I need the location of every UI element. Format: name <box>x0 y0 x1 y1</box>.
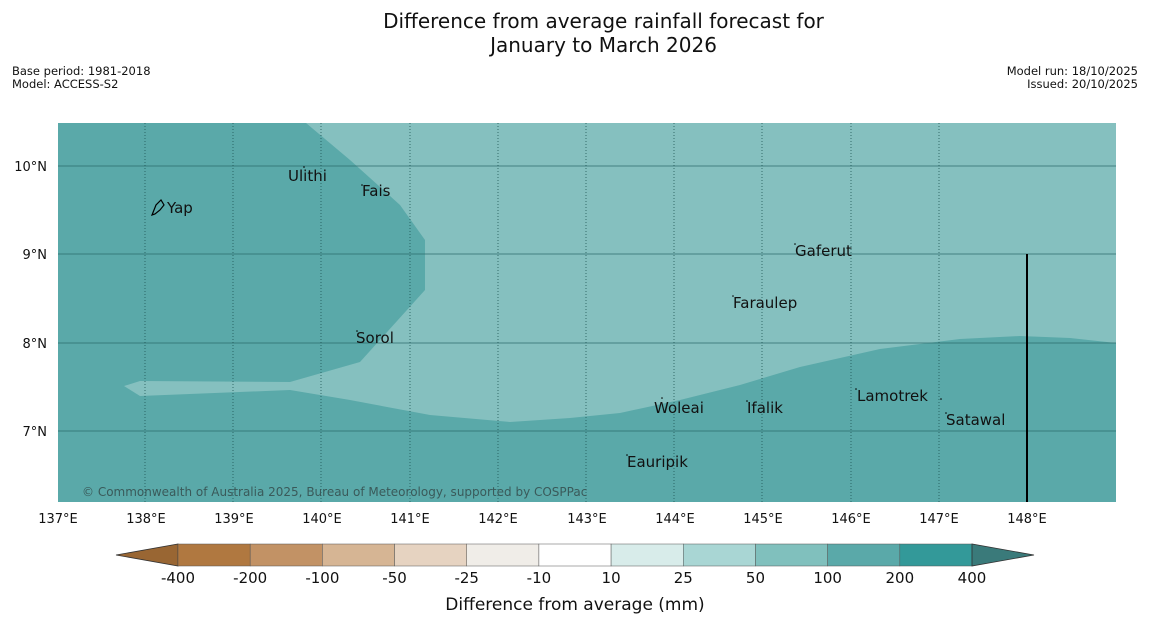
place-label-ulithi: Ulithi <box>288 167 327 185</box>
colorbar-segment <box>827 543 901 567</box>
rain-anomaly-50-100-region <box>124 123 1116 422</box>
sorol-marker <box>356 330 358 332</box>
lamotrek-marker <box>855 388 857 390</box>
place-label-ifalik: Ifalik <box>747 399 783 417</box>
lon-tick-145e: 145°E <box>743 512 783 527</box>
colorbar-tick-label: -25 <box>454 569 479 587</box>
title-line-1: Difference from average rainfall forecas… <box>383 9 824 33</box>
colorbar-tick-label: -400 <box>161 569 195 587</box>
faraulep-marker <box>732 295 734 297</box>
colorbar-segment <box>683 543 756 567</box>
place-label-sorol: Sorol <box>356 329 394 347</box>
ifalik-marker <box>746 400 748 402</box>
colorbar-tick-label: 100 <box>813 569 842 587</box>
colorbar-segment <box>899 543 973 567</box>
lat-tick-8n: 8°N <box>23 337 48 352</box>
colorbar-tick-label: 400 <box>958 569 987 587</box>
colorbar-extend-high <box>971 543 1035 567</box>
colorbar-segment <box>322 543 395 567</box>
lat-tick-10n: 10°N <box>14 160 47 175</box>
lon-tick-139e: 139°E <box>214 512 254 527</box>
colorbar-tick-label: -10 <box>527 569 552 587</box>
lon-tick-140e: 140°E <box>302 512 342 527</box>
metadata-right: Model run: 18/10/2025 Issued: 20/10/2025 <box>1007 65 1138 91</box>
metadata-left: Base period: 1981-2018 Model: ACCESS-S2 <box>12 65 151 91</box>
lon-tick-138e: 138°E <box>126 512 166 527</box>
island-markers <box>303 166 947 456</box>
woleai-marker <box>661 397 663 399</box>
lon-tick-148e: 148°E <box>1007 512 1047 527</box>
ulithi-marker <box>303 166 305 168</box>
lon-tick-137e: 137°E <box>38 512 78 527</box>
colorbar-segment <box>177 543 251 567</box>
colorbar-tick-label: 10 <box>602 569 621 587</box>
lon-tick-141e: 141°E <box>390 512 430 527</box>
fais-marker <box>361 184 363 186</box>
colorbar-segment <box>466 543 540 567</box>
colorbar-tick-label: 25 <box>674 569 693 587</box>
extra-marker <box>940 398 942 400</box>
lon-gridlines <box>144 123 940 502</box>
issued-date: Issued: 20/10/2025 <box>1027 77 1138 91</box>
colorbar-tick-label: -100 <box>305 569 339 587</box>
colorbar-tick-label: 200 <box>885 569 914 587</box>
lon-tick-147e: 147°E <box>919 512 959 527</box>
place-label-lamotrek: Lamotrek <box>857 387 928 405</box>
lon-tick-146e: 146°E <box>831 512 871 527</box>
lat-tick-labels: 10°N 9°N 8°N 7°N <box>14 160 47 440</box>
lon-tick-143e: 143°E <box>567 512 607 527</box>
colorbar-tick-label: -50 <box>382 569 407 587</box>
colorbar-segment <box>755 543 828 567</box>
colorbar-segment <box>249 543 323 567</box>
place-label-faraulep: Faraulep <box>733 294 797 312</box>
copyright-notice: © Commonwealth of Australia 2025, Bureau… <box>82 485 587 499</box>
lon-tick-144e: 144°E <box>655 512 695 527</box>
place-label-eauripik: Eauripik <box>627 453 688 471</box>
colorbar-tick-label: 50 <box>746 569 765 587</box>
eauripik-marker <box>626 454 628 456</box>
place-labels: Yap Ulithi Fais Gaferut Faraulep Sorol W… <box>166 167 1005 471</box>
lon-tick-142e: 142°E <box>478 512 518 527</box>
colorbar-extend-low <box>115 543 179 567</box>
colorbar-segment <box>610 543 684 567</box>
colorbar-segment <box>538 543 612 567</box>
place-label-yap: Yap <box>166 199 193 217</box>
place-label-fais: Fais <box>362 182 391 200</box>
lat-tick-7n: 7°N <box>23 425 48 440</box>
place-label-gaferut: Gaferut <box>795 242 852 260</box>
title-line-2: January to March 2026 <box>490 33 717 57</box>
lon-tick-labels: 137°E 138°E 139°E 140°E 141°E 142°E 143°… <box>38 512 1047 527</box>
place-label-woleai: Woleai <box>654 399 704 417</box>
colorbar-tick-label: -200 <box>233 569 267 587</box>
lat-gridlines <box>58 165 1116 432</box>
base-period: Base period: 1981-2018 <box>12 64 151 78</box>
place-label-satawal: Satawal <box>946 411 1005 429</box>
gaferut-marker <box>794 243 796 245</box>
colorbar-segment <box>394 543 467 567</box>
colorbar: -400 -200 -100 -50 -25 -10 10 25 50 100 200 400 <box>115 543 1035 587</box>
model-name: Model: ACCESS-S2 <box>12 77 119 91</box>
lat-tick-9n: 9°N <box>23 248 48 263</box>
model-run: Model run: 18/10/2025 <box>1006 64 1138 78</box>
colorbar-title: Difference from average (mm) <box>445 595 704 615</box>
yap-island-outline <box>150 199 165 216</box>
chart-title: Difference from average rainfall forecas… <box>0 9 1150 57</box>
satawal-marker <box>945 412 947 414</box>
